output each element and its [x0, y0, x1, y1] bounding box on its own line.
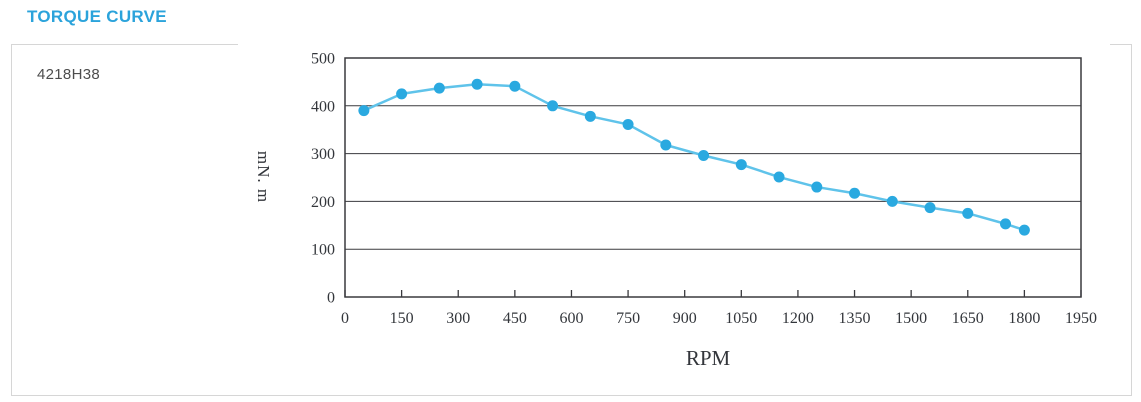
x-tick-label: 1200 [782, 310, 814, 327]
data-point [1018, 224, 1030, 236]
data-point [1000, 218, 1012, 230]
torque-chart: RPM mN. m 0 150 300 450 600 750 900 1050 1200 135… [254, 51, 1097, 371]
plot-border [344, 57, 1082, 298]
x-tick-label: 1800 [1008, 310, 1040, 327]
x-tick-label: 1650 [952, 310, 984, 327]
torque-chart-container: RPM mN. m 0 150 300 450 600 750 900 1050 1200 135… [238, 38, 1110, 390]
data-point [924, 202, 936, 214]
data-point [962, 207, 974, 219]
data-point [660, 139, 672, 151]
y-tick-label: 0 [327, 290, 335, 307]
data-point [547, 100, 559, 112]
data-point [849, 187, 861, 199]
data-point [698, 150, 710, 162]
data-point [433, 82, 445, 94]
y-tick-label: 100 [311, 242, 335, 259]
page-title: TORQUE CURVE [27, 7, 167, 26]
y-tick-label: 300 [311, 146, 335, 163]
y-tick-label: 400 [311, 98, 335, 115]
motor-model-label: 4218H38 [37, 66, 100, 83]
y-tick-label: 200 [311, 194, 335, 211]
x-tick-label: 750 [616, 310, 640, 327]
x-tick-label: 900 [673, 310, 697, 327]
x-tick-label: 600 [559, 310, 583, 327]
x-tick-label: 1950 [1065, 310, 1097, 327]
data-point [358, 105, 370, 117]
x-tick-label: 1350 [839, 310, 871, 327]
data-point [509, 80, 521, 92]
data-point [396, 88, 408, 100]
y-tick-label: 500 [311, 51, 335, 68]
x-tick-label: 0 [341, 310, 349, 327]
data-point [773, 171, 785, 183]
data-point [471, 78, 483, 90]
x-tick-label: 1500 [895, 310, 927, 327]
data-point [735, 159, 747, 171]
x-tick-label: 1050 [725, 310, 757, 327]
y-axis-title: mN. m [254, 151, 273, 203]
data-point [886, 195, 898, 207]
data-point [622, 118, 634, 130]
x-tick-label: 150 [390, 310, 414, 327]
x-tick-label: 300 [446, 310, 470, 327]
data-point [584, 110, 596, 122]
x-tick-label: 450 [503, 310, 527, 327]
data-point [811, 181, 823, 193]
x-axis-title: RPM [686, 346, 731, 370]
